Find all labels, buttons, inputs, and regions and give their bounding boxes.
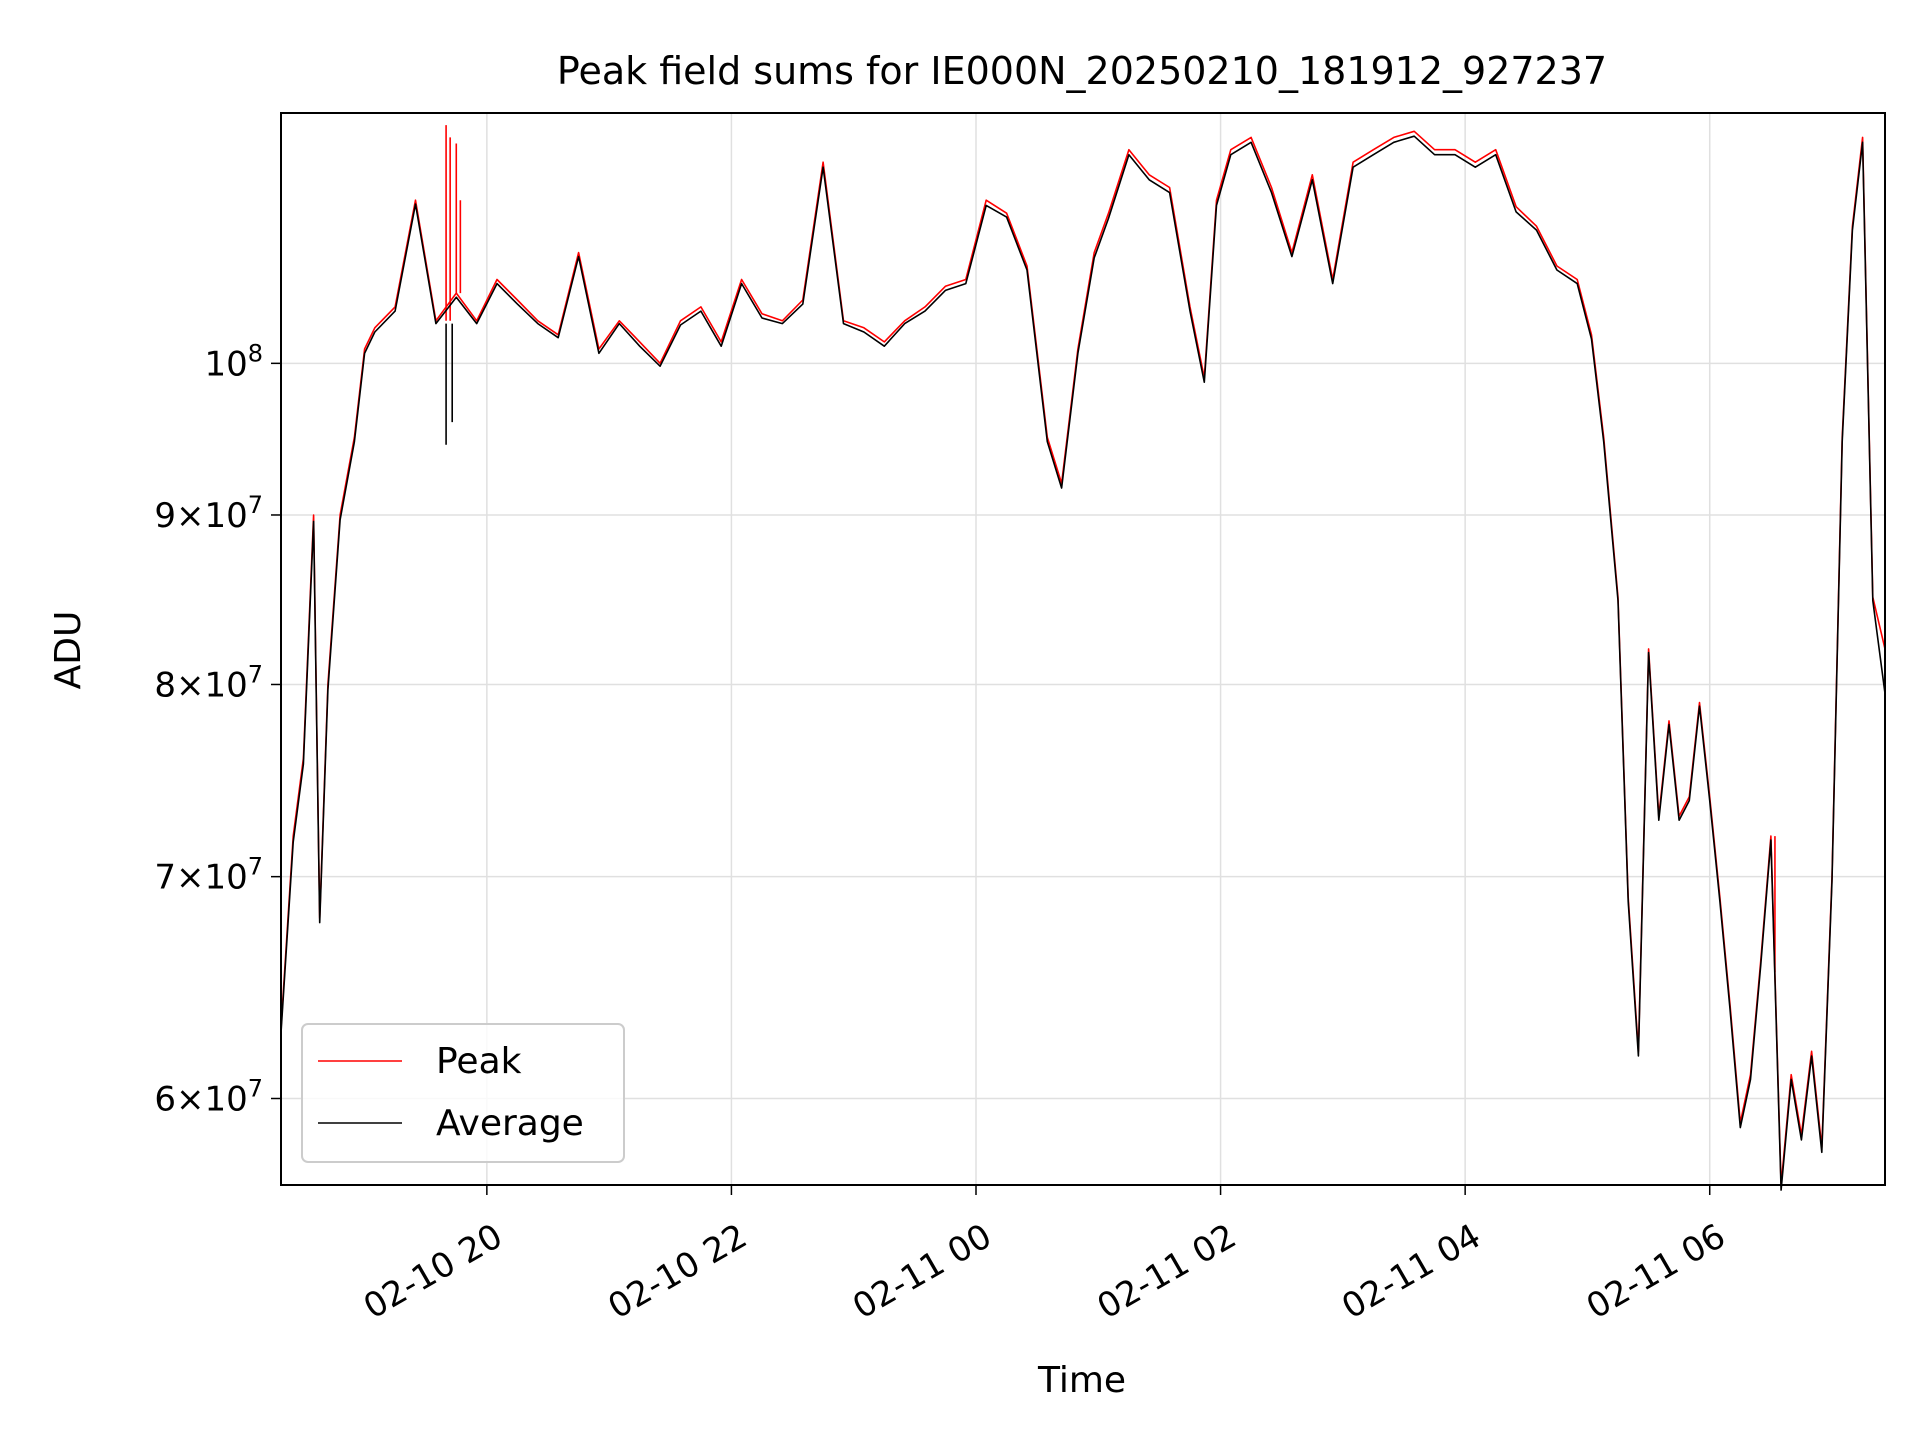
y-tick-label: 108 [204,339,263,384]
x-axis-label: Time [1037,1360,1126,1401]
legend: Peak Average [301,1023,625,1163]
plot-series [280,125,1886,1191]
y-tick-label: 8×107 [154,660,263,705]
plot-frame [280,112,1886,1186]
y-tick-label: 9×107 [154,491,263,536]
y-tick-label: 6×107 [154,1075,263,1120]
chart-title: Peak field sums for IE000N_20250210_1819… [557,49,1607,93]
legend-label-average: Average [436,1103,584,1144]
y-axis-label: ADU [48,611,89,690]
y-axis-ticks: 6×107 7×107 8×107 9×107 108 [154,339,281,1120]
legend-label-peak: Peak [436,1041,522,1082]
series-average [280,135,1886,1191]
series-line-average [280,135,1886,1191]
y-tick-label: 7×107 [154,853,263,898]
legend-box [301,1023,625,1163]
